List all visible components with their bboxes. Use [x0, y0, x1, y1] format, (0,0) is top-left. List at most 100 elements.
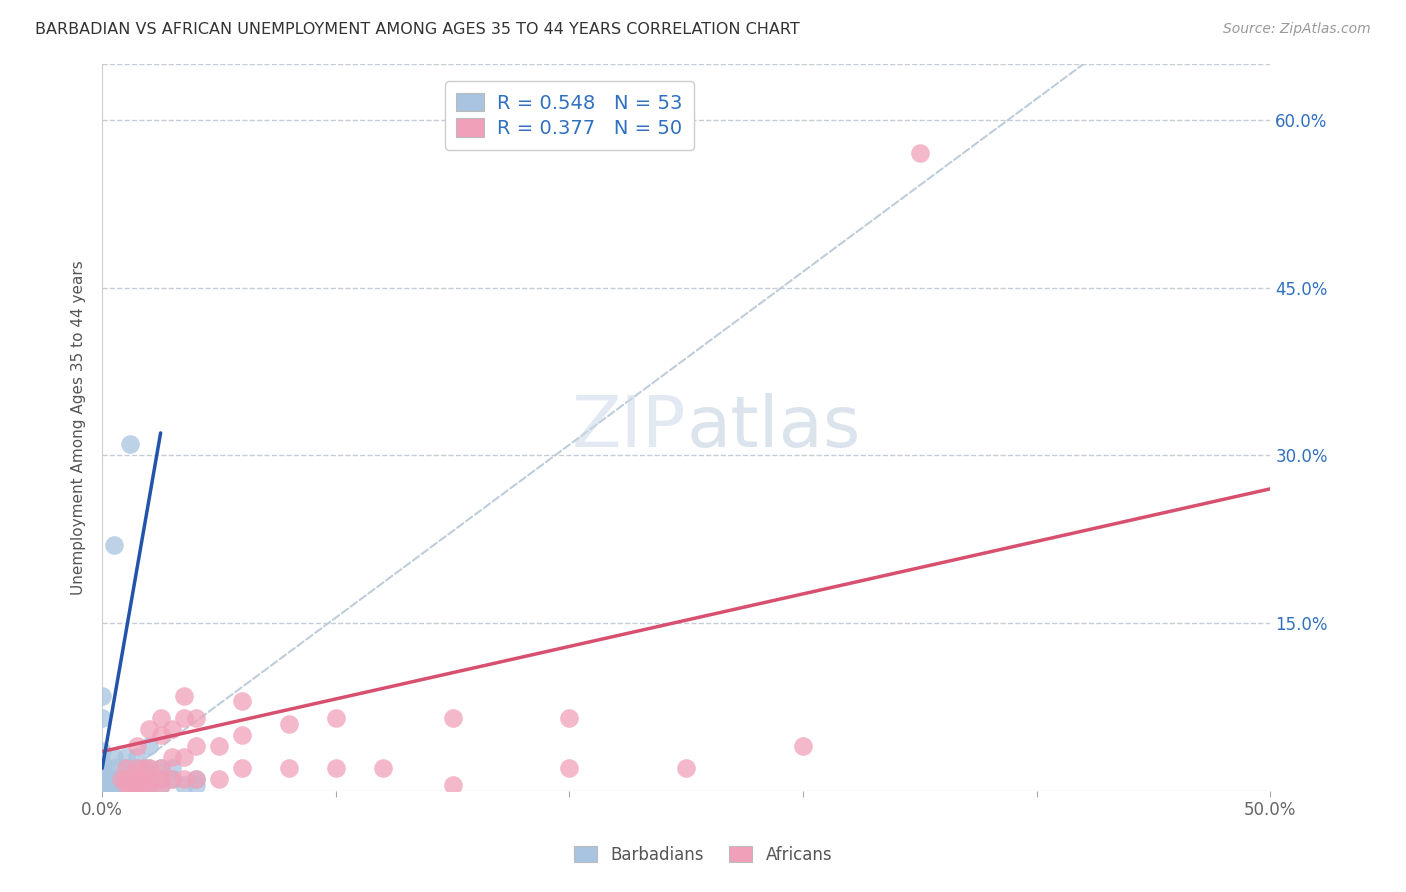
Point	[103, 783, 125, 797]
Point	[184, 711, 207, 725]
Point	[103, 778, 125, 792]
Point	[173, 778, 195, 792]
Point	[149, 711, 172, 725]
Point	[149, 761, 172, 775]
Point	[138, 772, 160, 787]
Point	[138, 778, 160, 792]
Point	[231, 728, 253, 742]
Point	[91, 756, 114, 770]
Point	[792, 739, 814, 753]
Point	[127, 772, 149, 787]
Point	[278, 761, 301, 775]
Point	[134, 778, 156, 792]
Point	[91, 767, 114, 781]
Point	[441, 711, 464, 725]
Point	[103, 538, 125, 552]
Point	[134, 772, 156, 787]
Text: atlas: atlas	[686, 392, 860, 462]
Point	[138, 739, 160, 753]
Point	[558, 761, 581, 775]
Legend: Barbadians, Africans: Barbadians, Africans	[567, 839, 839, 871]
Point	[114, 750, 136, 764]
Point	[278, 716, 301, 731]
Point	[134, 761, 156, 775]
Point	[149, 772, 172, 787]
Point	[114, 778, 136, 792]
Point	[173, 689, 195, 703]
Point	[98, 778, 121, 792]
Point	[325, 761, 347, 775]
Point	[127, 761, 149, 775]
Point	[231, 694, 253, 708]
Point	[208, 739, 231, 753]
Point	[91, 783, 114, 797]
Point	[184, 739, 207, 753]
Text: BARBADIAN VS AFRICAN UNEMPLOYMENT AMONG AGES 35 TO 44 YEARS CORRELATION CHART: BARBADIAN VS AFRICAN UNEMPLOYMENT AMONG …	[35, 22, 800, 37]
Point	[107, 783, 129, 797]
Point	[138, 772, 160, 787]
Point	[173, 772, 195, 787]
Point	[908, 146, 931, 161]
Point	[91, 744, 114, 758]
Point	[127, 778, 149, 792]
Point	[114, 772, 136, 787]
Point	[127, 783, 149, 797]
Point	[162, 772, 184, 787]
Point	[120, 437, 142, 451]
Point	[127, 750, 149, 764]
Point	[149, 728, 172, 742]
Point	[103, 772, 125, 787]
Point	[134, 761, 156, 775]
Point	[371, 761, 394, 775]
Point	[162, 750, 184, 764]
Point	[120, 772, 142, 787]
Point	[103, 750, 125, 764]
Point	[162, 772, 184, 787]
Point	[114, 783, 136, 797]
Point	[98, 772, 121, 787]
Point	[325, 711, 347, 725]
Point	[134, 783, 156, 797]
Point	[127, 761, 149, 775]
Text: Source: ZipAtlas.com: Source: ZipAtlas.com	[1223, 22, 1371, 37]
Point	[149, 778, 172, 792]
Point	[231, 761, 253, 775]
Point	[120, 778, 142, 792]
Point	[149, 761, 172, 775]
Point	[127, 772, 149, 787]
Y-axis label: Unemployment Among Ages 35 to 44 years: Unemployment Among Ages 35 to 44 years	[72, 260, 86, 595]
Point	[184, 772, 207, 787]
Point	[114, 761, 136, 775]
Point	[138, 722, 160, 736]
Point	[149, 778, 172, 792]
Point	[208, 772, 231, 787]
Point	[134, 772, 156, 787]
Point	[110, 772, 132, 787]
Point	[98, 783, 121, 797]
Point	[91, 772, 114, 787]
Point	[138, 761, 160, 775]
Point	[675, 761, 697, 775]
Point	[103, 783, 125, 797]
Point	[127, 778, 149, 792]
Point	[120, 767, 142, 781]
Point	[558, 711, 581, 725]
Point	[114, 778, 136, 792]
Point	[173, 711, 195, 725]
Point	[96, 783, 118, 797]
Point	[91, 778, 114, 792]
Point	[103, 761, 125, 775]
Point	[91, 689, 114, 703]
Point	[114, 761, 136, 775]
Point	[120, 772, 142, 787]
Point	[138, 761, 160, 775]
Point	[114, 772, 136, 787]
Point	[138, 778, 160, 792]
Point	[107, 772, 129, 787]
Point	[162, 722, 184, 736]
Point	[107, 778, 129, 792]
Point	[441, 778, 464, 792]
Point	[184, 778, 207, 792]
Point	[127, 739, 149, 753]
Point	[91, 761, 114, 775]
